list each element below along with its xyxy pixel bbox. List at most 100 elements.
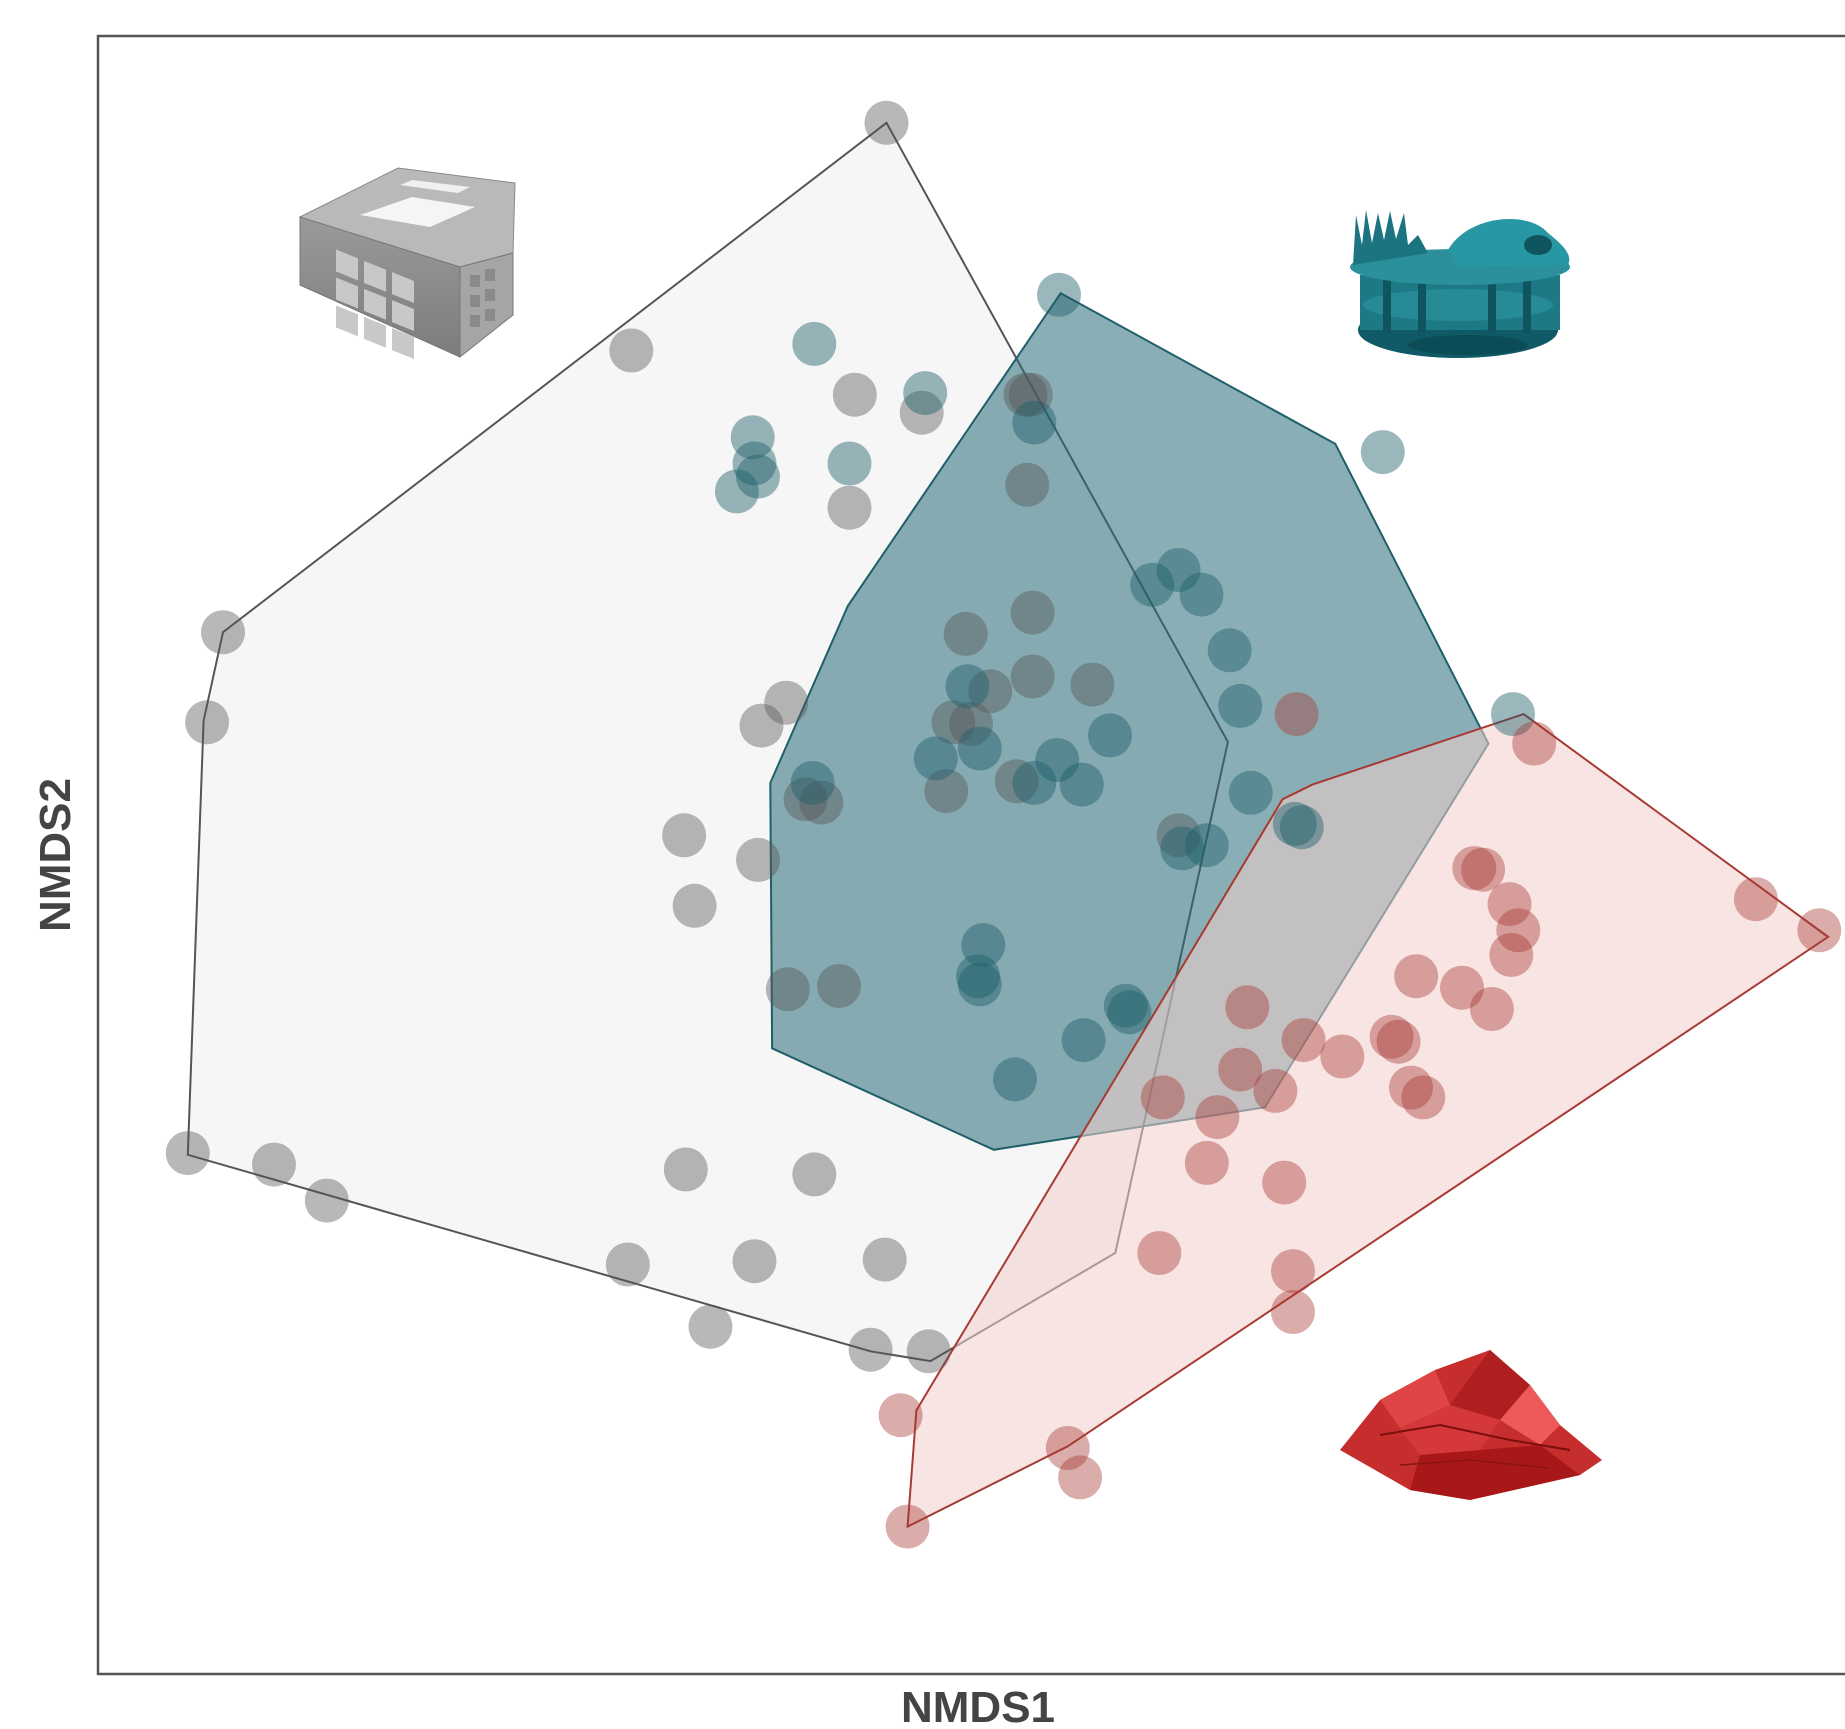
rough-surface-icon [1340, 1350, 1602, 1500]
point-group-2-2 [792, 321, 837, 366]
point-group-2-25 [956, 954, 1000, 999]
point-group-1-21 [765, 967, 810, 1012]
cluster-structure-icon [1350, 210, 1570, 358]
point-group-2-28 [790, 760, 835, 805]
point-group-2-31 [1035, 738, 1080, 782]
points-layer [165, 100, 1842, 1549]
point-group-2-14 [1279, 805, 1324, 850]
point-group-1-2 [201, 610, 245, 655]
point-group-2-1 [1037, 272, 1081, 317]
point-group-2-20 [1160, 826, 1205, 871]
point-group-3-8 [1262, 1160, 1307, 1205]
point-group-3-10 [1195, 1095, 1240, 1140]
point-group-3-4 [878, 1393, 923, 1438]
point-group-1-4 [165, 1131, 210, 1176]
point-group-2-35 [957, 726, 1002, 771]
hulls-layer [186, 121, 1830, 1529]
point-group-1-25 [799, 780, 844, 825]
point-group-2-6 [827, 441, 872, 486]
point-group-2-7 [903, 371, 948, 416]
point-group-1-8 [832, 372, 877, 417]
point-group-3-13 [1253, 1068, 1298, 1113]
point-group-2-24 [1061, 1018, 1106, 1063]
point-group-1-26 [943, 611, 988, 656]
point-group-1-7 [609, 328, 654, 373]
point-group-2-26 [957, 962, 1002, 1007]
point-group-2-18 [1491, 692, 1535, 737]
point-group-3-23 [1489, 932, 1534, 977]
point-group-2-9 [1130, 562, 1175, 607]
point-group-1-1 [864, 100, 909, 145]
point-group-2-21 [1184, 823, 1229, 868]
point-group-3-17 [1369, 1014, 1414, 1059]
point-group-1-20 [672, 883, 717, 928]
point-group-2-17 [1360, 430, 1405, 475]
grid-cube-icon [298, 167, 516, 360]
point-group-3-9 [1184, 1140, 1229, 1185]
point-group-3-14 [1376, 1019, 1421, 1064]
point-group-3-6 [1271, 1290, 1315, 1334]
point-group-1-30 [1156, 813, 1201, 858]
point-group-3-28 [1461, 847, 1506, 892]
point-group-2-11 [1179, 572, 1224, 617]
point-group-1-22 [817, 964, 861, 1008]
point-group-1-15 [605, 1242, 650, 1287]
point-group-2-8 [1012, 400, 1057, 445]
point-group-2-5 [732, 441, 777, 486]
point-group-1-32 [1005, 462, 1050, 507]
point-group-1-38 [1008, 372, 1053, 417]
point-group-3-11 [1140, 1075, 1185, 1120]
hull-group-3 [906, 712, 1830, 1529]
x-axis-label: NMDS1 [901, 1683, 1055, 1729]
point-group-1-18 [663, 1147, 708, 1192]
point-group-1-39 [1070, 662, 1115, 707]
point-group-1-13 [906, 1329, 951, 1374]
point-group-2-33 [961, 923, 1006, 968]
point-group-3-2 [1045, 1426, 1090, 1470]
point-group-3-31 [1512, 721, 1557, 766]
y-axis-label: NMDS2 [31, 778, 80, 932]
point-group-2-22 [1103, 983, 1148, 1028]
point-group-3-19 [1281, 1018, 1326, 1063]
point-group-1-5 [252, 1142, 296, 1187]
point-group-3-30 [1797, 908, 1842, 953]
point-group-3-22 [1401, 1075, 1446, 1120]
point-group-3-20 [1394, 954, 1439, 999]
point-group-1-14 [688, 1304, 733, 1349]
point-group-2-29 [736, 454, 780, 499]
point-group-1-19 [792, 1152, 837, 1197]
point-group-2-16 [1088, 713, 1132, 758]
point-group-1-27 [949, 702, 993, 746]
point-group-3-25 [1452, 846, 1497, 891]
point-group-2-15 [1272, 801, 1317, 846]
point-group-1-11 [994, 759, 1039, 804]
point-group-1-29 [1010, 590, 1055, 635]
point-group-1-35 [924, 769, 969, 814]
point-group-1-31 [1003, 372, 1048, 417]
point-group-3-7 [1271, 1249, 1315, 1294]
point-group-1-40 [968, 669, 1013, 714]
point-group-1-34 [931, 700, 976, 745]
point-group-1-12 [848, 1327, 893, 1372]
point-group-2-32 [1059, 762, 1104, 807]
point-group-3-32 [1274, 692, 1319, 737]
point-group-3-15 [1389, 1065, 1433, 1110]
point-group-2-13 [1218, 683, 1263, 728]
point-group-1-37 [736, 837, 780, 882]
point-group-1-28 [1010, 654, 1055, 699]
point-group-3-1 [885, 1504, 930, 1549]
point-group-3-21 [1440, 965, 1484, 1010]
point-group-2-19 [1228, 770, 1273, 815]
point-group-3-29 [1733, 877, 1778, 922]
point-group-1-24 [783, 777, 828, 822]
point-group-3-18 [1225, 985, 1270, 1030]
point-group-1-33 [764, 680, 809, 725]
point-group-2-34 [913, 736, 958, 781]
point-group-1-10 [899, 390, 944, 435]
point-group-1-9 [827, 485, 872, 530]
point-group-1-3 [185, 700, 230, 745]
point-group-1-23 [662, 813, 707, 858]
point-group-2-12 [1207, 628, 1252, 673]
point-group-2-4 [714, 469, 759, 514]
point-group-2-10 [1156, 548, 1201, 592]
